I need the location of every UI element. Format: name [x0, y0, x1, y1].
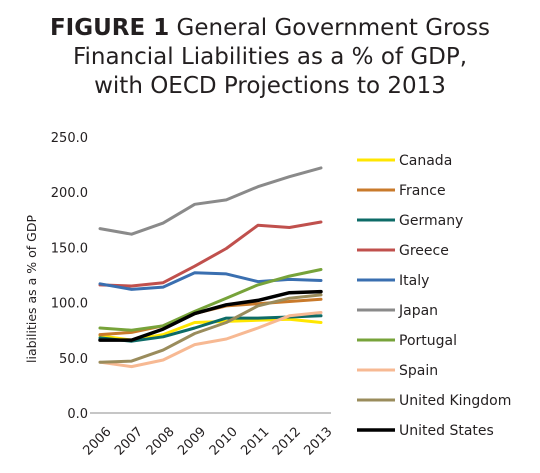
legend-label-canada: Canada: [399, 153, 452, 169]
series-line-greece: [98, 220, 323, 288]
title-line-3: with OECD Projections to 2013: [94, 73, 446, 99]
y-tick-label: 250.0: [51, 131, 88, 146]
title-line-1: FIGURE 1 General Government Gross: [0, 14, 540, 43]
legend-label-united-kingdom: United Kingdom: [399, 393, 511, 409]
y-axis-label: liabilities as a % of GDP: [24, 215, 39, 363]
legend-label-france: France: [399, 183, 446, 199]
legend-label-japan: Japan: [398, 303, 438, 319]
y-tick-label: 0.0: [67, 407, 88, 422]
legend-label-united-states: United States: [399, 423, 494, 439]
title-line-1-text: General Government Gross: [176, 15, 491, 41]
x-tick-label: 2006: [81, 425, 115, 459]
figure-label: FIGURE 1: [49, 15, 170, 41]
series-layer: [98, 166, 323, 369]
chart-legend: Canada France Germany Greece Italy Japan Portu…: [357, 153, 511, 439]
series-line-united-kingdom: [98, 293, 323, 364]
y-tick-label: 50.0: [59, 352, 88, 367]
legend-label-greece: Greece: [399, 243, 449, 259]
series-line-portugal: [98, 268, 323, 332]
series-line-italy: [98, 271, 323, 291]
x-tick-label: 2012: [270, 425, 304, 459]
x-tick-label: 2011: [238, 425, 272, 459]
legend-label-spain: Spain: [399, 363, 438, 379]
x-tick-label: 2010: [207, 425, 241, 459]
title-line-2: Financial Liabilities as a % of GDP,: [72, 44, 468, 70]
y-tick-label: 200.0: [51, 186, 88, 201]
series-line-united-states: [98, 289, 323, 342]
chart-title: FIGURE 1 General Government Gross Financ…: [0, 14, 540, 101]
x-tick-label: 2008: [144, 425, 178, 459]
series-line-japan: [98, 166, 323, 236]
x-tick-label: 2007: [112, 425, 146, 459]
x-tick-label: 2009: [175, 425, 209, 459]
series-line-spain: [98, 311, 323, 369]
y-tick-label: 100.0: [51, 297, 88, 312]
legend-label-portugal: Portugal: [399, 333, 457, 349]
x-tick-label: 2013: [302, 425, 336, 459]
y-tick-label: 150.0: [51, 241, 88, 256]
legend-label-italy: Italy: [399, 273, 429, 289]
chart-axes: 0.050.0100.0150.0200.0250.02006200720082…: [24, 131, 336, 459]
legend-label-germany: Germany: [399, 213, 463, 229]
